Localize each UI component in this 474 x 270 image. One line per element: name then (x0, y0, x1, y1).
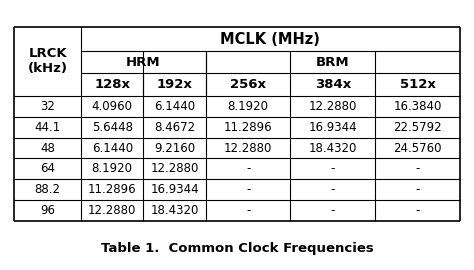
Text: -: - (415, 163, 419, 176)
Text: 44.1: 44.1 (35, 120, 61, 134)
Text: LRCK
(kHz): LRCK (kHz) (27, 47, 68, 75)
Text: 6.1440: 6.1440 (154, 100, 195, 113)
Text: -: - (415, 183, 419, 197)
Text: 12.2880: 12.2880 (88, 204, 137, 217)
Text: 9.2160: 9.2160 (154, 141, 195, 154)
Text: 18.4320: 18.4320 (150, 204, 199, 217)
Text: 512x: 512x (400, 78, 436, 91)
Text: 8.4672: 8.4672 (154, 120, 195, 134)
Text: 48: 48 (40, 141, 55, 154)
Text: 22.5792: 22.5792 (393, 120, 442, 134)
Text: 64: 64 (40, 163, 55, 176)
Text: 16.3840: 16.3840 (393, 100, 442, 113)
Text: HRM: HRM (126, 56, 161, 69)
Text: 384x: 384x (315, 78, 351, 91)
Text: 96: 96 (40, 204, 55, 217)
Text: 24.5760: 24.5760 (393, 141, 442, 154)
Text: 256x: 256x (230, 78, 266, 91)
Text: 11.2896: 11.2896 (224, 120, 273, 134)
Text: -: - (246, 183, 250, 197)
Text: 12.2880: 12.2880 (150, 163, 199, 176)
Text: 8.1920: 8.1920 (92, 163, 133, 176)
Text: BRM: BRM (316, 56, 350, 69)
Text: -: - (246, 204, 250, 217)
Text: 11.2896: 11.2896 (88, 183, 137, 197)
Text: 4.0960: 4.0960 (92, 100, 133, 113)
Text: MCLK (MHz): MCLK (MHz) (220, 32, 320, 47)
Text: 128x: 128x (94, 78, 130, 91)
Text: Table 1.  Common Clock Frequencies: Table 1. Common Clock Frequencies (100, 242, 374, 255)
Text: 5.6448: 5.6448 (92, 120, 133, 134)
Text: 16.9344: 16.9344 (150, 183, 199, 197)
Text: 12.2880: 12.2880 (224, 141, 273, 154)
Text: 6.1440: 6.1440 (91, 141, 133, 154)
Text: -: - (330, 183, 335, 197)
Text: 192x: 192x (157, 78, 192, 91)
Text: -: - (330, 204, 335, 217)
Text: 18.4320: 18.4320 (309, 141, 357, 154)
Text: -: - (330, 163, 335, 176)
Text: 12.2880: 12.2880 (309, 100, 357, 113)
Text: -: - (415, 204, 419, 217)
Text: 16.9344: 16.9344 (309, 120, 357, 134)
Text: 88.2: 88.2 (35, 183, 61, 197)
Text: 32: 32 (40, 100, 55, 113)
Text: 8.1920: 8.1920 (228, 100, 269, 113)
Text: -: - (246, 163, 250, 176)
